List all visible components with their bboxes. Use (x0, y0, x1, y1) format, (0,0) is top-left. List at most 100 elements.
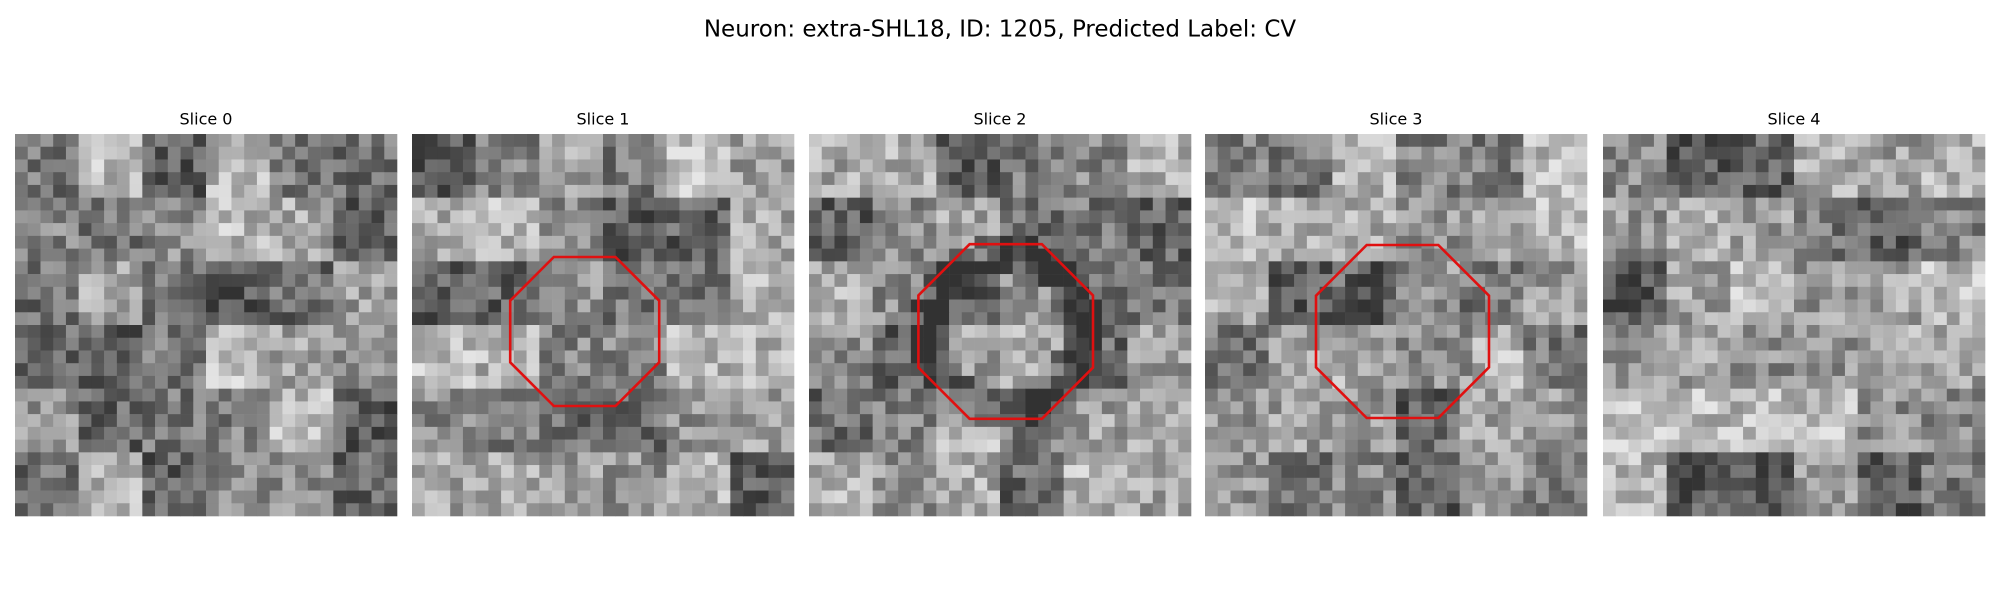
pixel (218, 490, 232, 504)
pixel (1704, 477, 1718, 491)
pixel (91, 134, 105, 148)
pixel (1217, 159, 1231, 173)
pixel (1717, 223, 1731, 237)
pixel (1972, 465, 1986, 479)
pixel (167, 261, 181, 275)
pixel (450, 261, 464, 275)
pixel (1012, 299, 1026, 313)
pixel (1743, 286, 1757, 300)
pixel (1332, 325, 1346, 339)
pixel (1114, 325, 1128, 339)
pixel (1653, 375, 1667, 389)
pixel (679, 184, 693, 198)
pixel (206, 363, 220, 377)
pixel (666, 363, 680, 377)
pixel (704, 490, 718, 504)
pixel (1768, 426, 1782, 440)
pixel (244, 325, 258, 339)
pixel (1561, 235, 1575, 249)
pixel (437, 286, 451, 300)
pixel (269, 477, 283, 491)
pixel (730, 350, 744, 364)
pixel (1101, 248, 1115, 262)
pixel (15, 197, 29, 211)
pixel (1268, 490, 1282, 504)
pixel (1294, 210, 1308, 224)
pixel (1050, 375, 1064, 389)
pixel (692, 197, 706, 211)
pixel (1883, 286, 1897, 300)
pixel (307, 134, 321, 148)
pixel (768, 172, 782, 186)
pixel (1768, 184, 1782, 198)
pixel (1603, 426, 1617, 440)
pixel (462, 388, 476, 402)
pixel (256, 235, 270, 249)
pixel (1743, 325, 1757, 339)
pixel (730, 223, 744, 237)
pixel (384, 388, 398, 402)
pixel (1615, 261, 1629, 275)
pixel (15, 452, 29, 466)
pixel (206, 172, 220, 186)
pixel (1178, 363, 1192, 377)
pixel (1383, 452, 1397, 466)
pixel (1000, 248, 1014, 262)
pixel (1615, 414, 1629, 428)
pixel (1294, 375, 1308, 389)
pixel (1025, 337, 1039, 351)
pixel (1345, 299, 1359, 313)
pixel (1603, 363, 1617, 377)
pixel (1972, 363, 1986, 377)
pixel (1000, 325, 1014, 339)
pixel (847, 401, 861, 415)
pixel (923, 490, 937, 504)
pixel (384, 350, 398, 364)
pixel (1089, 172, 1103, 186)
pixel (885, 274, 899, 288)
pixel (1895, 312, 1909, 326)
pixel (1857, 261, 1871, 275)
pixel (1959, 350, 1973, 364)
pixel (1641, 503, 1655, 517)
pixel (104, 223, 118, 237)
pixel (1704, 503, 1718, 517)
pixel (1574, 286, 1588, 300)
pixel (885, 261, 899, 275)
pixel (167, 388, 181, 402)
pixel (1000, 452, 1014, 466)
pixel (1050, 159, 1064, 173)
pixel (1114, 197, 1128, 211)
pixel (1459, 197, 1473, 211)
pixel (384, 184, 398, 198)
pixel (1743, 490, 1757, 504)
pixel (821, 312, 835, 326)
pixel (244, 274, 258, 288)
pixel (809, 477, 823, 491)
pixel (295, 274, 309, 288)
pixel (346, 235, 360, 249)
pixel (641, 363, 655, 377)
pixel (1641, 401, 1655, 415)
pixel (1730, 363, 1744, 377)
pixel (1679, 490, 1693, 504)
pixel (1603, 235, 1617, 249)
pixel (155, 414, 169, 428)
pixel (1692, 414, 1706, 428)
pixel (577, 261, 591, 275)
pixel (1127, 210, 1141, 224)
pixel (961, 299, 975, 313)
pixel (1959, 248, 1973, 262)
pixel (692, 235, 706, 249)
pixel (1243, 286, 1257, 300)
pixel (641, 210, 655, 224)
pixel (885, 503, 899, 517)
pixel (269, 210, 283, 224)
pixel (424, 490, 438, 504)
pixel (1730, 350, 1744, 364)
pixel (809, 452, 823, 466)
pixel (1370, 426, 1384, 440)
pixel (53, 210, 67, 224)
pixel (333, 350, 347, 364)
pixel (129, 388, 143, 402)
